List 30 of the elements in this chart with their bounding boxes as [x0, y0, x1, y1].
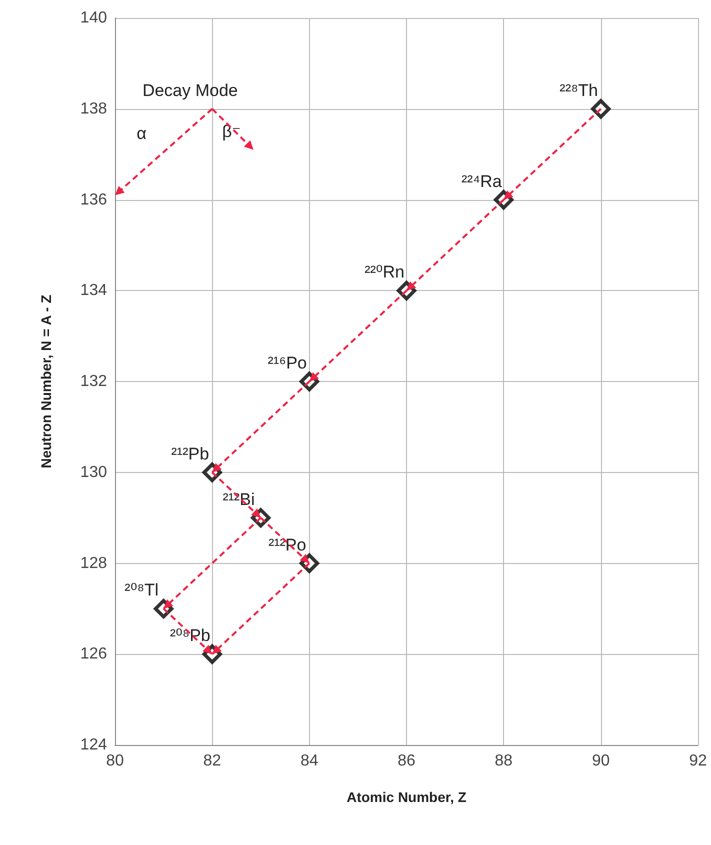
annotation: α	[136, 124, 147, 144]
y-tick-label: 124	[80, 736, 108, 754]
y-tick-label: 138	[80, 100, 108, 118]
point	[591, 99, 611, 119]
y-tick-label: 134	[80, 282, 108, 300]
y-tick-label: 136	[80, 191, 108, 208]
x-tick-label: 90	[592, 752, 610, 770]
x-tick-label: 80	[106, 752, 124, 770]
y-tick-label: 126	[80, 646, 108, 663]
annotation: ²¹²Po	[268, 535, 306, 554]
x-tick-label: 88	[494, 752, 513, 770]
x-tick-label: 86	[398, 752, 416, 770]
y-tick-label: 140	[80, 10, 108, 26]
y-tick-label: 128	[80, 554, 108, 572]
x-tick-label: 92	[689, 752, 707, 770]
annotation: ²¹⁶Po	[268, 354, 307, 372]
y-axis-title: Neutron Number, N = A - Z	[38, 294, 54, 468]
annotation: ²⁰⁸Tl	[124, 580, 158, 600]
annotation: Decay Mode	[142, 80, 238, 100]
annotation: ²²⁴Ra	[461, 172, 502, 191]
y-tick-label: 132	[80, 373, 108, 390]
annotation: ²¹²Pb	[171, 444, 210, 464]
annotation: ²²⁸Th	[560, 80, 598, 100]
annotation: ²²⁰Rn	[364, 262, 404, 282]
y-tick-label: 130	[80, 464, 108, 481]
annotation: ²⁰⁸Pb	[170, 626, 210, 646]
x-tick-label: 84	[300, 752, 318, 770]
annotation: ²¹²Bi	[222, 490, 255, 509]
x-axis-title: Atomic Number, Z	[346, 789, 467, 805]
x-tick-label: 82	[203, 752, 222, 770]
